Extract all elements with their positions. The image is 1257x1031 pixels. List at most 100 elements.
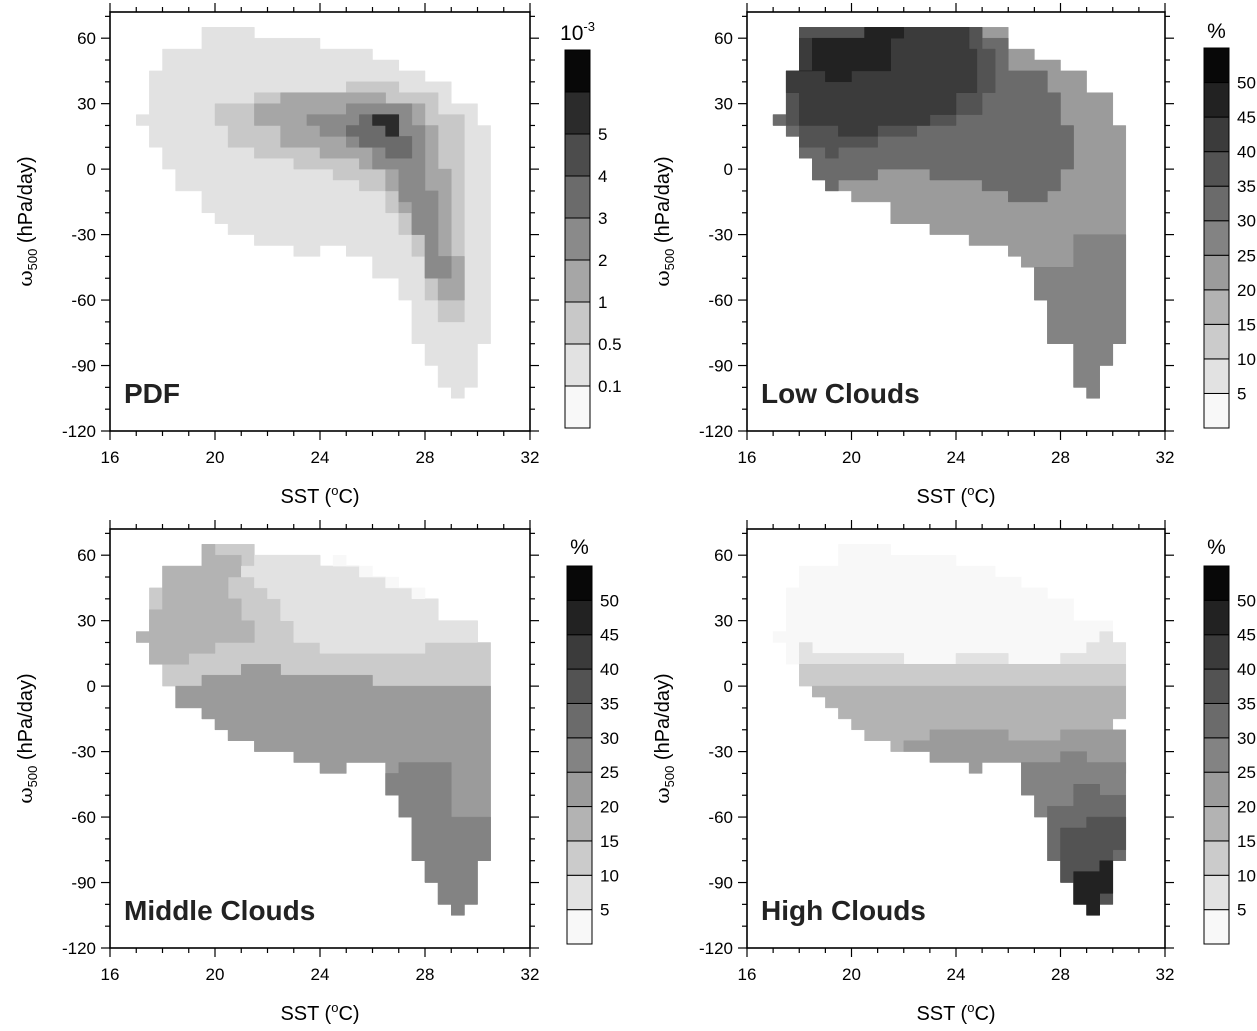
colorbar-swatch <box>566 702 593 739</box>
heatmap-regions <box>136 544 491 916</box>
panel-label: High Clouds <box>761 895 926 926</box>
x-axis-title-tail: C) <box>338 486 359 508</box>
colorbar-label: 4 <box>598 167 607 186</box>
y-tick-label: -120 <box>62 939 96 958</box>
x-tick-label: 24 <box>311 965 330 984</box>
colorbar-label: 15 <box>1237 832 1256 851</box>
colorbar-swatch <box>566 737 593 773</box>
colorbar-swatch <box>566 806 593 842</box>
panel-1: 16 20 24 28 32 -120 -90 -60 -30 0 30 60 SST (oC) ω500… <box>650 3 1256 508</box>
y-tick-label: 30 <box>77 95 96 114</box>
colorbar-swatch <box>1203 771 1230 808</box>
colorbar-swatch <box>1203 806 1230 842</box>
y-axis-title-main: ω <box>13 270 37 286</box>
heatmap-regions <box>772 27 1127 399</box>
x-axis-title-main: SST ( <box>916 1003 967 1025</box>
colorbar-swatch <box>1203 220 1230 256</box>
y-axis-title-main: ω <box>13 787 37 803</box>
colorbar-unit: % <box>570 536 589 559</box>
colorbar-swatch <box>564 301 591 345</box>
colorbar-swatch <box>564 91 591 135</box>
colorbar: 5 10 15 20 25 30 35 40 45 50% <box>566 536 619 945</box>
colorbar: 0.1 0.5 1 2 3 4 5 10-3 <box>560 19 622 429</box>
panel-2: 16 20 24 28 32 -120 -90 -60 -30 0 30 60 SST (oC) ω500… <box>13 520 619 1025</box>
colorbar: 5 10 15 20 25 30 35 40 45 50% <box>1203 536 1256 945</box>
heatmap-cell-region <box>372 114 400 137</box>
y-tick-label: -60 <box>708 291 733 310</box>
colorbar-swatch <box>1203 840 1230 876</box>
colorbar-unit: % <box>1207 20 1226 43</box>
y-tick-label: -60 <box>71 808 96 827</box>
heatmap-cell-region <box>1034 234 1127 399</box>
colorbar-label: 5 <box>600 901 609 920</box>
colorbar-swatch <box>566 668 593 704</box>
colorbar-swatch <box>564 133 591 177</box>
y-axis-title-sub: 500 <box>25 249 40 271</box>
colorbar-label: 35 <box>1237 694 1256 713</box>
x-tick-label: 32 <box>521 448 540 467</box>
y-tick-label: -90 <box>708 874 733 893</box>
panel-label: Low Clouds <box>761 378 920 409</box>
x-axis-title-main: SST ( <box>280 1003 331 1025</box>
colorbar-unit: % <box>1207 536 1226 559</box>
x-axis-title-tail: C) <box>338 1003 359 1025</box>
x-tick-label: 24 <box>947 448 966 467</box>
panel-label: PDF <box>124 378 180 409</box>
colorbar-label: 1 <box>598 293 607 312</box>
colorbar-label: 50 <box>1237 591 1256 610</box>
colorbar-unit: 10-3 <box>560 19 595 45</box>
colorbar-unit-exp: -3 <box>583 19 595 34</box>
colorbar-label: 10 <box>1237 866 1256 885</box>
colorbar-swatch <box>1203 634 1230 670</box>
colorbar-label: 40 <box>600 660 619 679</box>
heatmap-regions <box>136 27 491 399</box>
y-axis-title: ω500 (hPa/day) <box>650 673 677 803</box>
colorbar-swatch <box>1203 392 1230 429</box>
x-tick-label: 16 <box>738 448 757 467</box>
x-tick-label: 32 <box>1156 965 1175 984</box>
heatmap-cell-region <box>136 544 255 665</box>
y-tick-label: 0 <box>87 677 96 696</box>
y-axis-title-main: ω <box>650 787 674 803</box>
colorbar-swatch <box>1203 289 1230 325</box>
colorbar-label: 40 <box>1237 143 1256 162</box>
x-axis-title-main: SST ( <box>280 486 331 508</box>
colorbar-swatch <box>1203 185 1230 222</box>
colorbar-swatch <box>1203 565 1230 601</box>
y-tick-label: -90 <box>71 357 96 376</box>
colorbar-label: 30 <box>1237 729 1256 748</box>
heatmap-cell-region <box>772 544 1127 665</box>
colorbar-swatch <box>566 634 593 670</box>
colorbar-label: 35 <box>1237 177 1256 196</box>
y-tick-label: 30 <box>714 95 733 114</box>
colorbar-label: 20 <box>1237 281 1256 300</box>
y-tick-label: -30 <box>71 743 96 762</box>
colorbar-unit-base: % <box>570 536 589 559</box>
colorbar-swatch <box>1203 47 1230 84</box>
y-tick-label: -60 <box>71 291 96 310</box>
colorbar-label: 15 <box>1237 315 1256 334</box>
x-tick-label: 24 <box>947 965 966 984</box>
colorbar-label: 0.5 <box>598 335 622 354</box>
x-tick-label: 20 <box>842 448 861 467</box>
x-tick-label: 28 <box>1051 448 1070 467</box>
colorbar-swatch <box>564 175 591 219</box>
colorbar-swatch <box>1203 599 1230 636</box>
y-tick-label: 30 <box>77 612 96 631</box>
colorbar-swatch <box>566 874 593 911</box>
colorbar-swatch <box>564 385 591 429</box>
colorbar-swatch <box>564 49 591 93</box>
y-tick-label: 60 <box>77 546 96 565</box>
colorbar-swatch <box>1203 116 1230 153</box>
x-axis-title-main: SST ( <box>916 486 967 508</box>
x-axis-title-sup: o <box>331 483 338 498</box>
colorbar-swatch <box>566 909 593 945</box>
x-tick-label: 32 <box>521 965 540 984</box>
axis-ticks <box>738 3 1174 440</box>
colorbar-label: 20 <box>600 798 619 817</box>
y-tick-label: 60 <box>714 29 733 48</box>
y-tick-label: -120 <box>699 939 733 958</box>
x-axis-title-tail: C) <box>974 1003 995 1025</box>
